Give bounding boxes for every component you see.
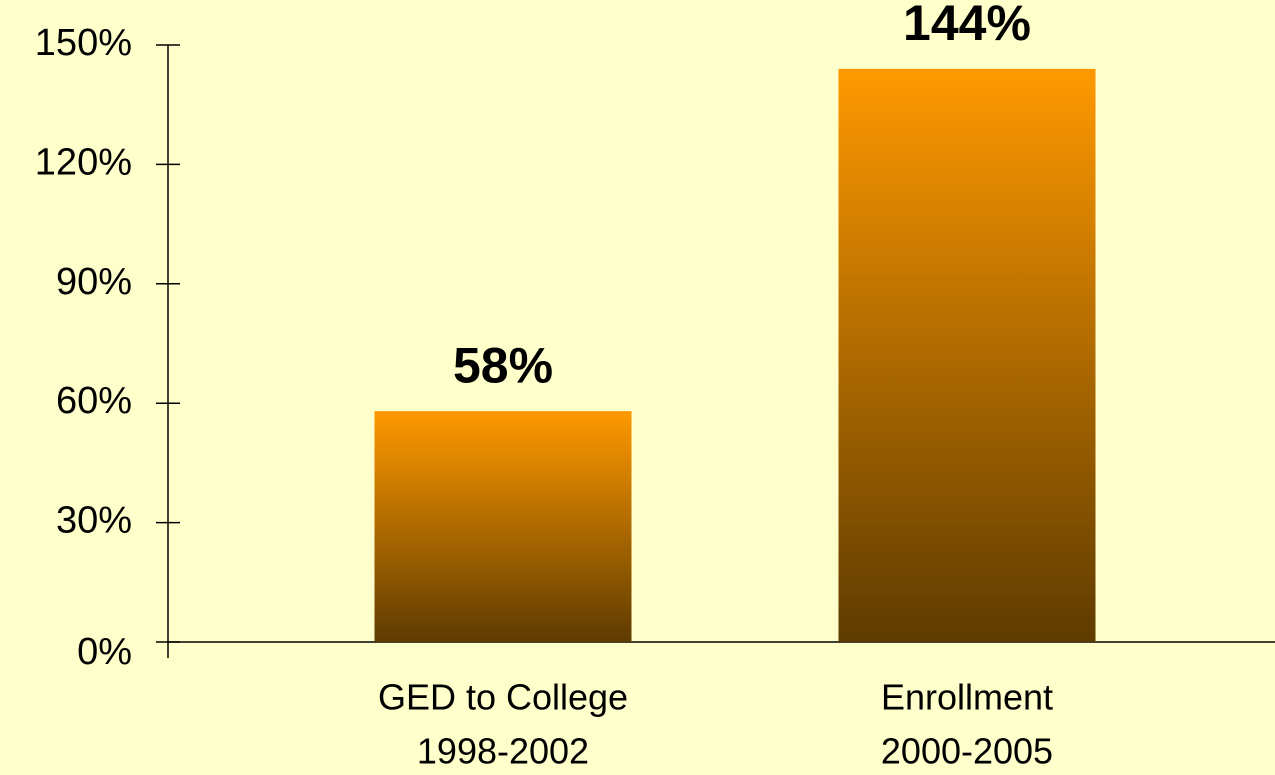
y-tick-label: 30%	[56, 500, 132, 542]
bar	[374, 411, 632, 642]
value-label: 144%	[903, 0, 1031, 51]
y-tick-label: 90%	[56, 261, 132, 303]
y-tick-label: 60%	[56, 380, 132, 422]
y-tick-label: 0%	[77, 631, 132, 673]
x-tick-label: GED to College	[378, 677, 628, 718]
x-tick-label: 2000-2005	[881, 731, 1053, 772]
bar	[838, 68, 1096, 642]
x-tick-label: 1998-2002	[417, 731, 589, 772]
x-tick-label: Enrollment	[881, 677, 1053, 718]
value-label: 58%	[453, 337, 553, 393]
y-tick-label: 150%	[35, 22, 132, 64]
y-tick-label: 120%	[35, 141, 132, 183]
